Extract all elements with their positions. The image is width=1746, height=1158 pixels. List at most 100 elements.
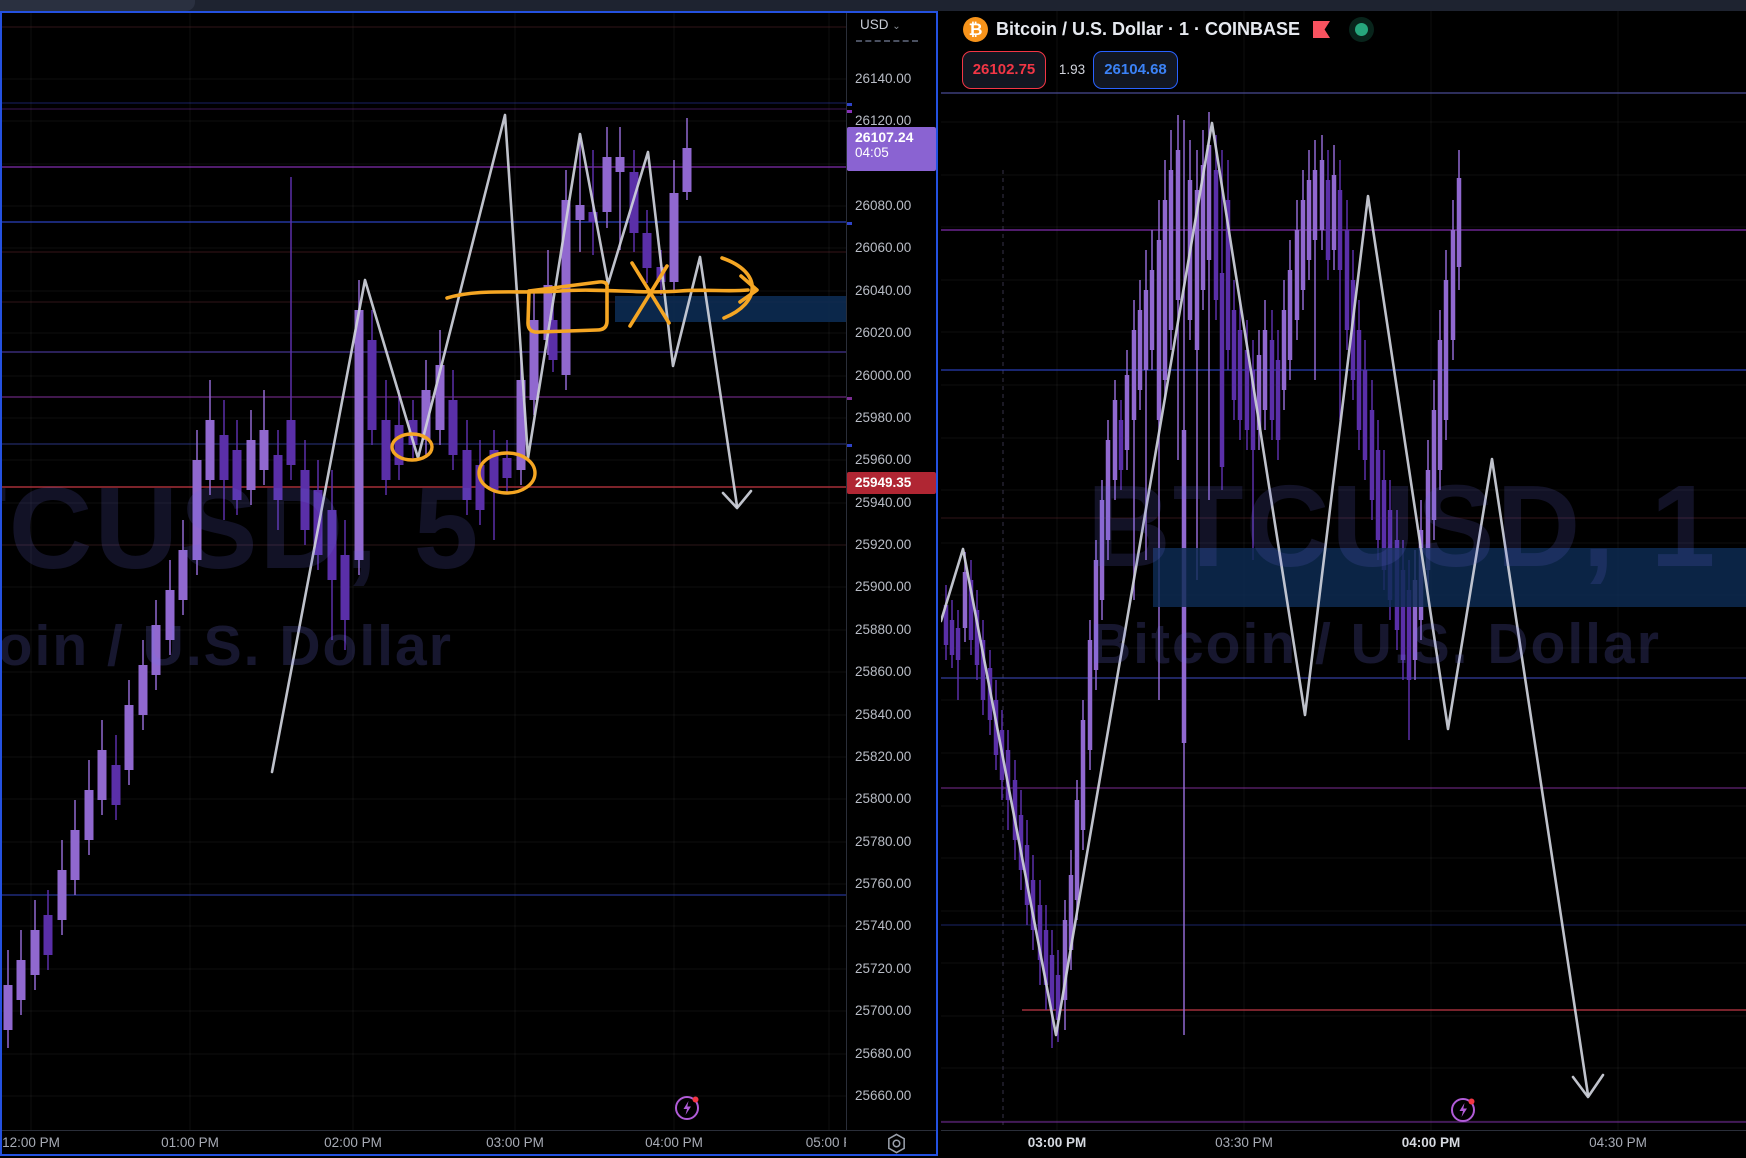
price-axis-background bbox=[846, 13, 938, 1130]
candle-body bbox=[151, 625, 161, 675]
candle-body bbox=[1043, 930, 1049, 985]
candle-body bbox=[548, 320, 558, 360]
candle-body bbox=[1294, 230, 1300, 320]
price-label: 25680.00 bbox=[855, 1046, 912, 1061]
candle-body bbox=[1244, 350, 1250, 430]
candle-body bbox=[84, 790, 94, 840]
right-chart-canvas[interactable] bbox=[941, 11, 1746, 1130]
candle-body bbox=[682, 148, 692, 192]
candle-body bbox=[1143, 290, 1149, 370]
candle-body bbox=[1018, 815, 1024, 870]
candle-body bbox=[1037, 905, 1043, 960]
candle-body bbox=[367, 340, 377, 430]
candle-body bbox=[1400, 570, 1406, 660]
candle-body bbox=[502, 458, 512, 478]
candle-body bbox=[1024, 845, 1030, 905]
time-axis-right[interactable]: 03:00 PM 03:30 PM 04:00 PM 04:30 PM bbox=[941, 1130, 1746, 1156]
sell-price-button[interactable]: 26102.75 bbox=[962, 51, 1046, 89]
candle-body bbox=[1131, 330, 1137, 420]
candle-body bbox=[3, 985, 13, 1030]
left-watermark-symbol: BTCUSD, 5 bbox=[0, 463, 481, 593]
drawing-circle bbox=[390, 432, 434, 462]
candle-body bbox=[1431, 410, 1437, 520]
candle-body bbox=[1213, 170, 1219, 300]
candle-body bbox=[1344, 230, 1350, 330]
candle-body bbox=[1049, 955, 1055, 1010]
candle-body bbox=[1112, 400, 1118, 480]
symbol-title[interactable]: Bitcoin / U.S. Dollar · 1 · COINBASE bbox=[996, 19, 1301, 39]
candle-body bbox=[219, 435, 229, 480]
spread-value: 1.93 bbox=[1058, 62, 1086, 77]
price-label: 26140.00 bbox=[855, 71, 912, 86]
candle-body bbox=[974, 610, 980, 665]
candle-body bbox=[602, 157, 612, 212]
time-label: 04:00 PM bbox=[1401, 1135, 1461, 1150]
price-axis[interactable]: USD ⌄ 26140.00 26120.00 26080.00 26060.00 26… bbox=[846, 0, 938, 1158]
candle-body bbox=[1369, 410, 1375, 500]
flag-icon[interactable] bbox=[1313, 21, 1330, 38]
candle-body bbox=[1381, 480, 1387, 570]
candle-body bbox=[205, 420, 215, 480]
top-toolbar-tab bbox=[0, 0, 195, 11]
candle-body bbox=[1412, 580, 1418, 660]
candle-body bbox=[300, 470, 310, 530]
left-chart-canvas[interactable] bbox=[0, 13, 846, 1130]
candle-body bbox=[1425, 470, 1431, 570]
candle-body bbox=[1093, 560, 1099, 670]
candle-body bbox=[246, 440, 256, 490]
settings-icon[interactable] bbox=[885, 1132, 908, 1155]
price-label: 25700.00 bbox=[855, 1003, 912, 1018]
candle-body bbox=[1450, 230, 1456, 340]
time-label: 12:00 PM bbox=[2, 1135, 60, 1150]
active-chart-border-right bbox=[936, 11, 938, 1156]
candle-body bbox=[1062, 920, 1068, 1000]
left-chart-pane[interactable]: BTCUSD, 5 Bitcoin / U.S. Dollar bbox=[0, 13, 846, 1130]
last-price: 26107.24 bbox=[855, 129, 914, 145]
candle-body bbox=[475, 465, 485, 510]
candle-body bbox=[1362, 370, 1368, 460]
candle-body bbox=[232, 450, 242, 500]
candle-body bbox=[575, 205, 585, 220]
candle-body bbox=[1175, 150, 1181, 300]
price-label: 26020.00 bbox=[855, 325, 912, 340]
currency-selector[interactable]: USD ⌄ bbox=[860, 17, 901, 32]
price-label: 25760.00 bbox=[855, 876, 912, 891]
candle-body bbox=[1256, 355, 1262, 430]
axis-line-chip bbox=[847, 110, 852, 113]
price-label: 25780.00 bbox=[855, 834, 912, 849]
price-label: 25880.00 bbox=[855, 622, 912, 637]
price-label: 25740.00 bbox=[855, 918, 912, 933]
buy-price-button[interactable]: 26104.68 bbox=[1093, 51, 1178, 89]
candle-body bbox=[259, 430, 269, 470]
candle-body bbox=[1281, 310, 1287, 390]
price-label: 26120.00 bbox=[855, 113, 912, 128]
price-label: 26040.00 bbox=[855, 283, 912, 298]
supply-zone bbox=[1153, 548, 1746, 607]
market-status-icon[interactable] bbox=[1349, 17, 1374, 42]
right-chart-pane[interactable]: BTCUSD, 1 Bitcoin / U.S. Dollar bbox=[941, 11, 1746, 1130]
price-label: 25800.00 bbox=[855, 791, 912, 806]
axis-dashed-placeholder bbox=[856, 40, 918, 42]
left-watermark-description: Bitcoin / U.S. Dollar bbox=[0, 614, 453, 678]
candle-body bbox=[968, 580, 974, 640]
candle-body bbox=[1055, 975, 1061, 1020]
candle-body bbox=[1194, 190, 1200, 350]
candle-body bbox=[1099, 500, 1105, 600]
candle-body bbox=[1087, 640, 1093, 750]
lightning-icon[interactable] bbox=[1450, 1097, 1476, 1123]
candle-body bbox=[1225, 200, 1231, 350]
candle-body bbox=[1162, 200, 1168, 380]
candle-body bbox=[588, 212, 598, 222]
lightning-icon[interactable] bbox=[674, 1095, 700, 1121]
candle-body bbox=[111, 765, 121, 805]
candle-body bbox=[1156, 240, 1162, 420]
candle-body bbox=[381, 420, 391, 480]
candle-body bbox=[394, 425, 404, 465]
candle-body bbox=[1319, 160, 1325, 230]
candle-body bbox=[340, 555, 350, 620]
active-chart-border-left bbox=[0, 11, 2, 1156]
axis-line-chip bbox=[847, 444, 852, 447]
time-axis-left[interactable]: 12:00 PM 01:00 PM 02:00 PM 03:00 PM 04:00 PM… bbox=[0, 1130, 846, 1156]
price-label: 25980.00 bbox=[855, 410, 912, 425]
candle-body bbox=[435, 365, 445, 430]
